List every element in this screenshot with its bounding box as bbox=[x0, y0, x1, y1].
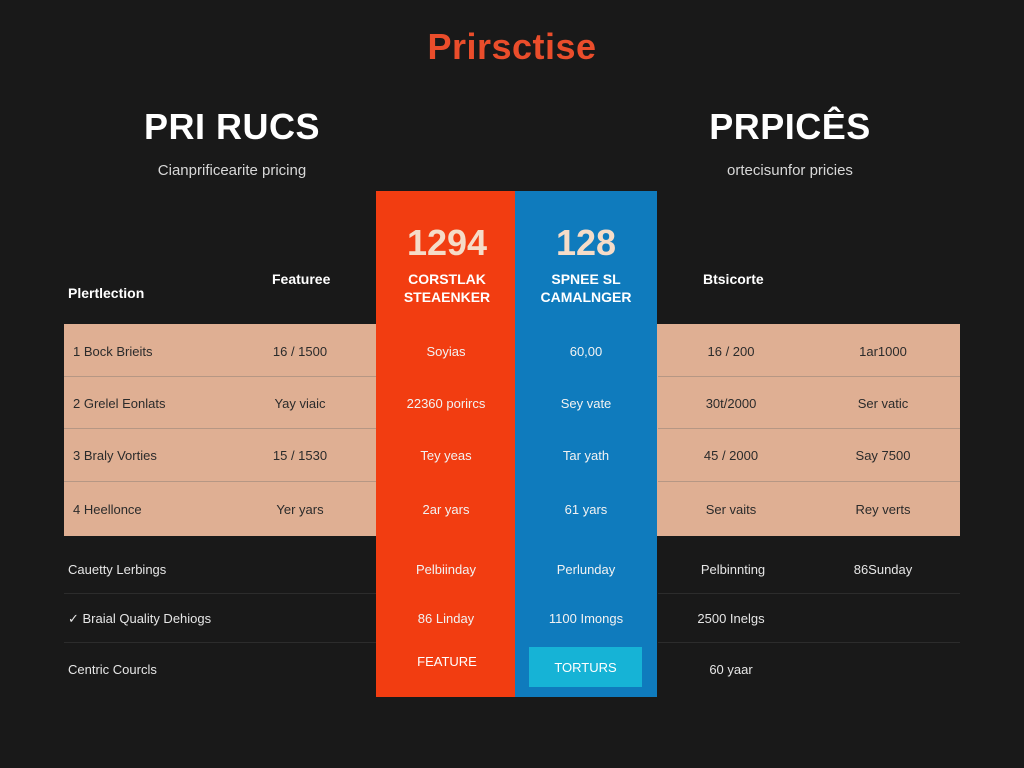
left-plan-subtitle: Cianprificearite pricing bbox=[157, 162, 307, 179]
left-plan-heading: PRI RUCS Cianprificearite pricing bbox=[82, 106, 382, 179]
orange-cell: Pelbiinday bbox=[416, 562, 476, 577]
row-divider bbox=[64, 593, 376, 594]
blue-cell: Tar yath bbox=[562, 448, 610, 463]
right-plan-heading: PRPICÊS ortecisunfor pricies bbox=[640, 106, 940, 179]
right-cell-2: 1ar1000 bbox=[859, 344, 907, 359]
orange-cell: 2ar yars bbox=[422, 502, 470, 517]
blue-cell: Sey vate bbox=[560, 396, 612, 411]
right-cell-1: 2500 Inelgs bbox=[697, 611, 765, 626]
blue-cta-button[interactable]: TORTURS bbox=[529, 647, 642, 687]
right-cell-2: Ser vatic bbox=[857, 396, 909, 411]
right-cell-1: 16 / 200 bbox=[707, 344, 755, 359]
row-divider bbox=[64, 376, 376, 377]
blue-plan-name-line1: SPNEE SL bbox=[551, 271, 621, 287]
features-header: Featuree bbox=[272, 271, 331, 287]
right-plan-name: PRPICÊS bbox=[709, 106, 871, 147]
orange-plan-name-line2: STEAENKER bbox=[403, 289, 491, 305]
orange-plan-column bbox=[376, 191, 518, 697]
blue-cell: 61 yars bbox=[564, 502, 608, 517]
blue-plan-column bbox=[515, 191, 657, 697]
blue-cell: Perlunday bbox=[556, 562, 616, 577]
features-cell: 15 / 1530 bbox=[272, 448, 328, 463]
features-cell: 16 / 1500 bbox=[272, 344, 328, 359]
features-cell: Yer yars bbox=[276, 502, 324, 517]
blue-cell: 1100 Imongs bbox=[548, 611, 624, 626]
orange-feature-button[interactable]: FEATURE bbox=[376, 654, 518, 669]
row-divider bbox=[658, 376, 960, 377]
blue-plan-price: 128 bbox=[555, 222, 617, 263]
orange-cell: Soyias bbox=[426, 344, 466, 359]
orange-cell: Tey yeas bbox=[420, 448, 472, 463]
row-label: 3 Braly Vorties bbox=[73, 448, 157, 463]
right-header: Btsicorte bbox=[703, 271, 764, 287]
right-cell-2: 86Sunday bbox=[853, 562, 913, 577]
row-label: 4 Heellonce bbox=[73, 502, 142, 517]
orange-plan-name-line1: CORSTLAK bbox=[408, 271, 486, 287]
orange-cell: 22360 porircs bbox=[406, 396, 486, 411]
right-cell-2: Rey verts bbox=[855, 502, 911, 517]
orange-plan-price: 1294 bbox=[406, 222, 488, 263]
orange-plan-name: CORSTLAK STEAENKER bbox=[376, 270, 518, 306]
row-divider bbox=[64, 642, 376, 643]
features-cell: Yay viaic bbox=[274, 396, 326, 411]
row-divider bbox=[658, 642, 960, 643]
row-label: ✓ Braial Quality Dehiogs bbox=[68, 611, 212, 626]
row-divider bbox=[658, 428, 960, 429]
right-plan-subtitle: ortecisunfor pricies bbox=[727, 162, 853, 179]
orange-cell: 86 Linday bbox=[417, 611, 475, 626]
right-cell-1: 60 yaar bbox=[709, 662, 753, 677]
row-divider bbox=[658, 593, 960, 594]
page-title: Prirsctise bbox=[427, 26, 597, 67]
right-cell-1: 30t/2000 bbox=[705, 396, 757, 411]
right-cell-1: 45 / 2000 bbox=[703, 448, 759, 463]
right-cell-2: Say 7500 bbox=[855, 448, 911, 463]
blue-plan-name: SPNEE SL CAMALNGER bbox=[515, 270, 657, 306]
blue-plan-name-line2: CAMALNGER bbox=[540, 289, 632, 305]
left-plan-name: PRI RUCS bbox=[143, 106, 321, 147]
row-label: 2 Grelel Eonlats bbox=[73, 396, 166, 411]
row-divider bbox=[64, 481, 376, 482]
right-cell-1: Pelbinnting bbox=[700, 562, 766, 577]
row-divider bbox=[658, 481, 960, 482]
row-label: 1 Bock Brieits bbox=[73, 344, 153, 359]
right-cell-1: Ser vaits bbox=[705, 502, 757, 517]
row-divider bbox=[64, 428, 376, 429]
row-label-header: Plertlection bbox=[68, 285, 145, 301]
blue-cell: 60,00 bbox=[569, 344, 603, 359]
row-label: Cauetty Lerbings bbox=[68, 562, 167, 577]
row-label: Centric Courcls bbox=[68, 662, 157, 677]
